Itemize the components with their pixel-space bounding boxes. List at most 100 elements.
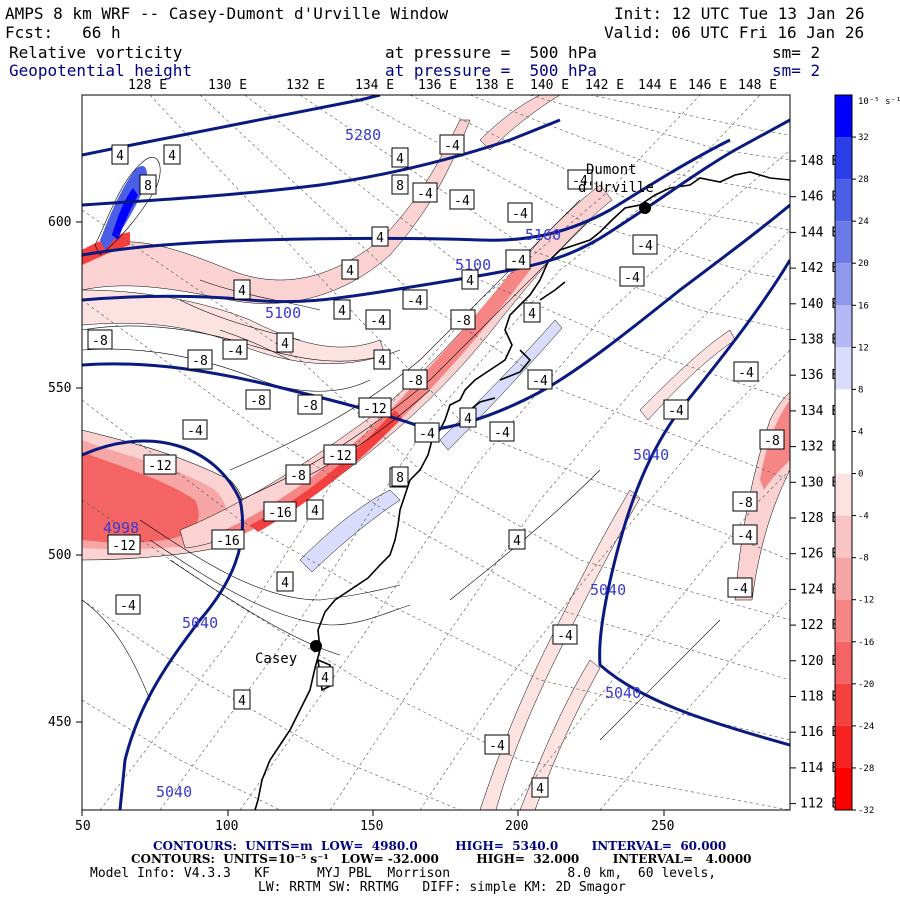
- svg-text:-4: -4: [624, 271, 640, 286]
- vorticity-label: 4: [276, 571, 294, 592]
- vorticity-label: 4: [233, 689, 251, 710]
- right-lon-label: 128 E: [800, 511, 839, 526]
- vorticity-label: 4: [111, 144, 129, 165]
- svg-text:-12: -12: [328, 449, 351, 464]
- right-lon-label: 114 E: [800, 761, 839, 776]
- vorticity-label: 4: [233, 279, 251, 300]
- map-frame: [81, 94, 791, 811]
- vorticity-label: -4: [222, 339, 248, 360]
- colorbar-segment: [835, 347, 852, 390]
- right-lon-label: 136 E: [800, 368, 839, 383]
- right-lon-label: 146 E: [800, 190, 839, 205]
- svg-text:-4: -4: [737, 529, 753, 544]
- svg-text:4: 4: [464, 412, 472, 427]
- vorticity-label: 4: [531, 777, 549, 798]
- height-label: 5040: [633, 446, 669, 464]
- contours-height-info: CONTOURS: UNITS=m LOW= 4980.0 HIGH= 5340…: [153, 839, 727, 853]
- colorbar-segment: [835, 305, 852, 348]
- vorticity-label: 8: [391, 174, 409, 195]
- svg-text:-4: -4: [532, 374, 548, 389]
- height-label: 5040: [590, 581, 626, 599]
- colorbar-label: 20: [858, 259, 869, 269]
- field-1-smooth: sm= 2: [772, 43, 821, 62]
- svg-text:-4: -4: [489, 739, 505, 754]
- svg-text:4: 4: [466, 274, 474, 289]
- station-marker-dumont: [639, 202, 651, 214]
- right-lon-label: 126 E: [800, 547, 839, 562]
- svg-text:-8: -8: [764, 434, 780, 449]
- svg-text:-4: -4: [120, 599, 136, 614]
- svg-text:4: 4: [311, 504, 319, 519]
- svg-text:-12: -12: [363, 402, 386, 417]
- colorbar-label: -32: [858, 806, 874, 816]
- right-lon-label: 140 E: [800, 297, 839, 312]
- colorbar-segment: [835, 221, 852, 264]
- height-labels: 5280 5160 5100 5100 5040 5040 5040 5040 …: [103, 126, 669, 801]
- svg-text:-4: -4: [572, 174, 588, 189]
- vorticity-label: 4: [461, 269, 479, 290]
- colorbar-segment: [835, 263, 852, 306]
- svg-text:-4: -4: [512, 207, 528, 222]
- right-lon-label: 122 E: [800, 618, 839, 633]
- svg-text:-4: -4: [557, 629, 573, 644]
- station-marker-casey: [310, 640, 322, 652]
- vorticity-label: -4: [414, 422, 440, 443]
- vorticity-label: -4: [552, 624, 578, 645]
- right-lon-label: 116 E: [800, 725, 839, 740]
- svg-text:-4: -4: [637, 239, 653, 254]
- svg-text:4: 4: [396, 152, 404, 167]
- height-label: 5280: [345, 126, 381, 144]
- svg-text:4: 4: [528, 307, 536, 322]
- svg-text:-8: -8: [92, 334, 108, 349]
- colorbar-unit: 10⁻⁵ s⁻¹: [858, 97, 900, 107]
- vorticity-label: -8: [402, 369, 428, 390]
- svg-text:4: 4: [513, 534, 521, 549]
- vorticity-label: 8: [391, 466, 409, 487]
- vorticity-label: -12: [358, 397, 392, 418]
- svg-text:-8: -8: [290, 469, 306, 484]
- station-label-dumont-line1: Dumont: [586, 162, 637, 178]
- svg-text:-4: -4: [407, 294, 423, 309]
- svg-text:4: 4: [321, 671, 329, 686]
- right-lon-label: 124 E: [800, 582, 839, 597]
- right-longitude-labels: 148 E 146 E 144 E 142 E 140 E 138 E 136 E 134 E…: [790, 154, 839, 812]
- svg-text:8: 8: [396, 179, 404, 194]
- vorticity-label: 4: [163, 144, 181, 165]
- right-lon-label: 120 E: [800, 654, 839, 669]
- svg-text:4: 4: [376, 231, 384, 246]
- y-tick-label: 550: [48, 381, 71, 396]
- field-2-level: at pressure = 500 hPa: [385, 61, 597, 80]
- vorticity-label: -4: [115, 594, 141, 615]
- vorticity-label: -4: [489, 421, 515, 442]
- station-label-casey: Casey: [255, 651, 297, 667]
- right-lon-label: 130 E: [800, 475, 839, 490]
- colorbar-segment: [835, 599, 852, 642]
- svg-text:-8: -8: [455, 314, 471, 329]
- colorbar-label: -20: [858, 680, 874, 690]
- svg-text:4: 4: [378, 354, 386, 369]
- svg-text:4: 4: [238, 284, 246, 299]
- vorticity-label: -8: [87, 329, 113, 350]
- vorticity-label: -4: [412, 182, 438, 203]
- colorbar-label: -28: [858, 764, 874, 774]
- field-1-level: at pressure = 500 hPa: [385, 43, 597, 62]
- vorticity-label: 4: [371, 226, 389, 247]
- y-axis-labels: 600 550 500 450: [48, 215, 71, 730]
- height-label: 4998: [103, 519, 139, 537]
- vorticity-label: 4: [373, 349, 391, 370]
- field-2-name: Geopotential height: [9, 61, 193, 80]
- top-longitude-labels: 128 E 130 E 132 E 134 E 136 E 138 E 140 E 142 E…: [128, 78, 777, 93]
- x-tick-label: 100: [215, 819, 238, 834]
- svg-text:4: 4: [116, 149, 124, 164]
- vorticity-label: -8: [450, 309, 476, 330]
- vorticity-label: -12: [323, 444, 357, 465]
- svg-text:-4: -4: [494, 426, 510, 441]
- top-lon-label: 148 E: [738, 78, 777, 93]
- y-tick-label: 600: [48, 215, 71, 230]
- svg-text:-4: -4: [417, 187, 433, 202]
- right-lon-label: 132 E: [800, 440, 839, 455]
- svg-text:4: 4: [536, 782, 544, 797]
- top-lon-label: 142 E: [585, 78, 624, 93]
- right-lon-label: 118 E: [800, 690, 839, 705]
